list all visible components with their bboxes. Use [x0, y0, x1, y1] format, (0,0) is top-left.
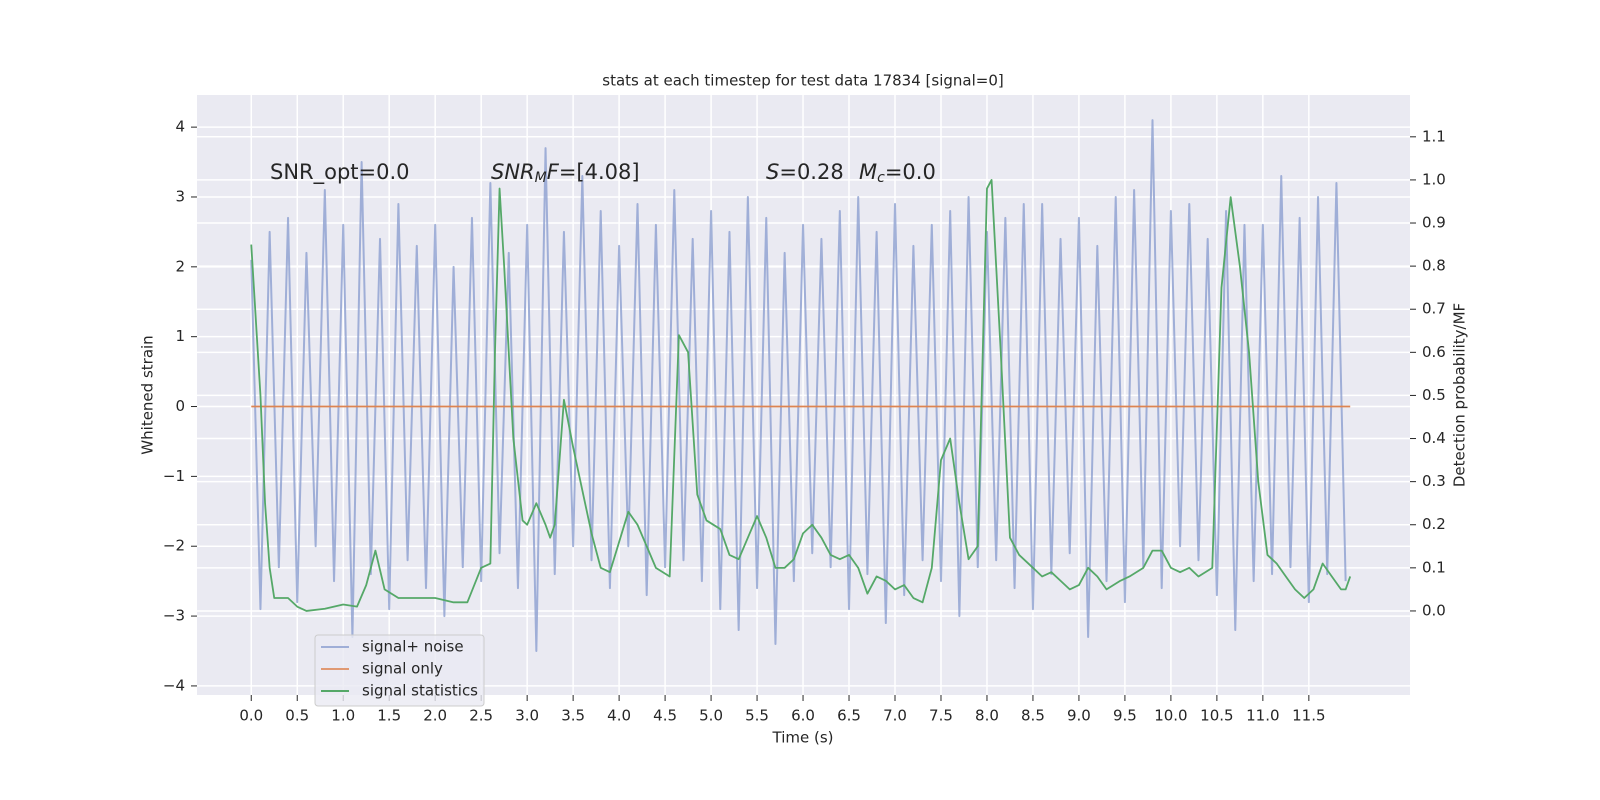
annotation-part: M: [535, 170, 547, 186]
y2-tick-label: 0.5: [1422, 386, 1446, 404]
x-tick-label: 8.5: [1021, 707, 1045, 725]
x-tick-label: 1.5: [377, 707, 401, 725]
y2-tick-label: 0.3: [1422, 472, 1446, 490]
x-tick-label: 8.0: [975, 707, 999, 725]
y2-tick-label: 0.8: [1422, 257, 1446, 275]
x-tick-label: 1.0: [331, 707, 355, 725]
annotation: S=0.28: [766, 160, 844, 184]
x-tick-label: 2.0: [423, 707, 447, 725]
legend-label: signal only: [362, 660, 443, 678]
y-tick-label: −3: [163, 607, 185, 625]
y-tick-label: 3: [175, 187, 185, 205]
x-tick-label: 0.0: [239, 707, 263, 725]
series-line: [250, 179, 1352, 612]
annotation-part: F: [547, 160, 560, 184]
y2-tick-label: 0.6: [1422, 343, 1446, 361]
y-tick-label: −4: [163, 676, 185, 694]
legend-label: signal+ noise: [362, 638, 464, 656]
annotation-part: =0.28: [779, 160, 843, 184]
x-tick-label: 9.5: [1113, 707, 1137, 725]
y2-tick-label: 0.4: [1422, 429, 1446, 447]
x-tick-label: 11.5: [1292, 707, 1325, 725]
y2-tick-label: 1.1: [1422, 127, 1446, 145]
labels: 0.0 0.5 1.0 1.5 2.0 2.5 3.0 3.5 4.0 4.5 5.0 5.5 6.0 6…: [163, 118, 1446, 725]
x-tick-label: 0.5: [285, 707, 309, 725]
x-tick-label: 10.0: [1154, 707, 1187, 725]
y2-tick-label: 0.1: [1422, 558, 1446, 576]
x-tick-label: 5.0: [699, 707, 723, 725]
y2-tick-label: 0.0: [1422, 601, 1446, 619]
legend-box: [314, 634, 485, 707]
x-tick-label: 3.5: [561, 707, 585, 725]
x-tick-label: 11.0: [1246, 707, 1279, 725]
y-axis-label: Whitened strain: [139, 335, 157, 454]
x-tick-label: 10.5: [1200, 707, 1233, 725]
y2-tick-label: 1.0: [1422, 170, 1446, 188]
x-axis-label: Time (s): [772, 729, 834, 747]
x-tick-label: 5.5: [745, 707, 769, 725]
annotation-part: c: [877, 170, 885, 186]
annotation: Mc=0.0: [859, 160, 936, 186]
x-tick-label: 7.0: [883, 707, 907, 725]
y-tick-label: 0: [175, 397, 185, 415]
chart-title: stats at each timestep for test data 178…: [602, 72, 1003, 90]
annotation: SNRMF=[4.08]: [491, 160, 640, 186]
annotation-part: SNR: [491, 160, 535, 184]
annotation-part: SNR_opt=0.0: [270, 160, 410, 185]
series-line: [250, 119, 1347, 652]
annotation: SNR_opt=0.0: [270, 160, 410, 185]
x-tick-label: 6.0: [791, 707, 815, 725]
annotation-part: M: [859, 160, 877, 184]
y2-tick-label: 0.7: [1422, 300, 1446, 318]
y-tick-label: −1: [163, 467, 185, 485]
legend-label: signal statistics: [362, 682, 478, 700]
y-tick-label: 2: [175, 257, 185, 275]
x-tick-label: 6.5: [837, 707, 861, 725]
y-tick-label: −2: [163, 537, 185, 555]
x-tick-label: 4.0: [607, 707, 631, 725]
x-tick-label: 4.5: [653, 707, 677, 725]
y-tick-label: 1: [175, 327, 185, 345]
annotation-part: S: [766, 160, 779, 184]
y2-axis-label: Detection probability/MF: [1451, 303, 1469, 487]
y2-tick-label: 0.9: [1422, 214, 1446, 232]
x-tick-label: 9.0: [1067, 707, 1091, 725]
annotation-part: =[4.08]: [559, 160, 640, 184]
x-tick-label: 2.5: [469, 707, 493, 725]
annotation-part: =0.0: [885, 160, 936, 184]
x-tick-label: 3.0: [515, 707, 539, 725]
x-tick-label: 7.5: [929, 707, 953, 725]
marks: [250, 119, 1352, 652]
y2-tick-label: 0.2: [1422, 515, 1446, 533]
y-tick-label: 4: [175, 118, 185, 136]
